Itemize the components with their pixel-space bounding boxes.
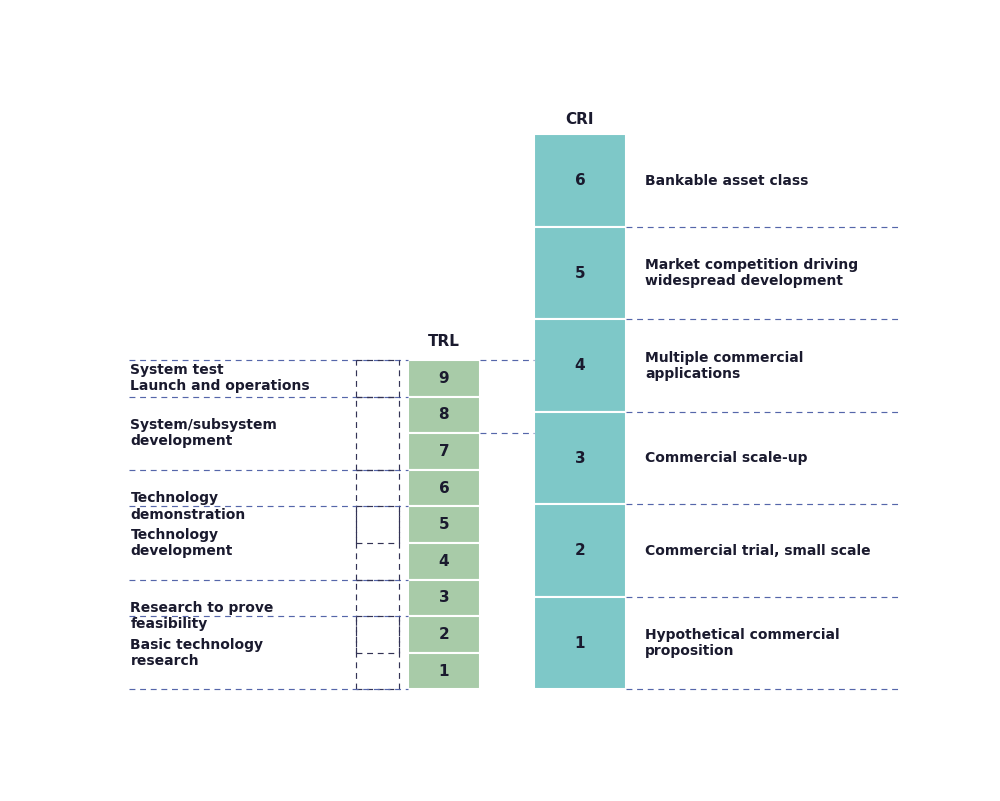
Bar bbox=[408, 653, 480, 690]
Text: CRI: CRI bbox=[566, 112, 594, 127]
Text: 9: 9 bbox=[439, 371, 449, 386]
Bar bbox=[534, 597, 626, 690]
Bar bbox=[534, 135, 626, 227]
Text: 4: 4 bbox=[439, 553, 449, 569]
Text: Commercial trial, small scale: Commercial trial, small scale bbox=[645, 544, 871, 557]
Text: System/subsystem
development: System/subsystem development bbox=[130, 418, 277, 449]
Text: Basic technology
research: Basic technology research bbox=[130, 638, 263, 668]
Text: TRL: TRL bbox=[428, 334, 460, 349]
Bar bbox=[408, 616, 480, 653]
Bar bbox=[408, 360, 480, 396]
Bar bbox=[408, 580, 480, 616]
Bar bbox=[534, 505, 626, 597]
Text: 2: 2 bbox=[575, 543, 585, 558]
Text: 1: 1 bbox=[575, 636, 585, 650]
Bar bbox=[408, 396, 480, 433]
Text: System test
Launch and operations: System test Launch and operations bbox=[130, 364, 310, 393]
Text: 4: 4 bbox=[575, 358, 585, 373]
Bar bbox=[408, 506, 480, 543]
Bar bbox=[408, 433, 480, 470]
Text: Research to prove
feasibility: Research to prove feasibility bbox=[130, 602, 274, 631]
Bar bbox=[408, 470, 480, 506]
Text: 6: 6 bbox=[439, 481, 449, 496]
Text: 2: 2 bbox=[439, 627, 449, 642]
Text: 3: 3 bbox=[575, 451, 585, 465]
Bar bbox=[534, 412, 626, 505]
Text: 5: 5 bbox=[575, 266, 585, 280]
Text: Multiple commercial
applications: Multiple commercial applications bbox=[645, 351, 803, 380]
Text: 8: 8 bbox=[439, 408, 449, 422]
Bar bbox=[408, 543, 480, 580]
Text: Bankable asset class: Bankable asset class bbox=[645, 174, 808, 187]
Text: 1: 1 bbox=[439, 664, 449, 678]
Text: Hypothetical commercial
proposition: Hypothetical commercial proposition bbox=[645, 628, 840, 658]
Text: 5: 5 bbox=[439, 517, 449, 533]
Text: Market competition driving
widespread development: Market competition driving widespread de… bbox=[645, 258, 858, 288]
Text: 3: 3 bbox=[439, 590, 449, 606]
Bar bbox=[534, 227, 626, 320]
Text: Commercial scale-up: Commercial scale-up bbox=[645, 451, 808, 465]
Text: Technology
demonstration: Technology demonstration bbox=[130, 491, 246, 521]
Text: 6: 6 bbox=[575, 173, 585, 188]
Bar bbox=[534, 320, 626, 412]
Text: Technology
development: Technology development bbox=[130, 528, 233, 558]
Text: 7: 7 bbox=[439, 444, 449, 459]
